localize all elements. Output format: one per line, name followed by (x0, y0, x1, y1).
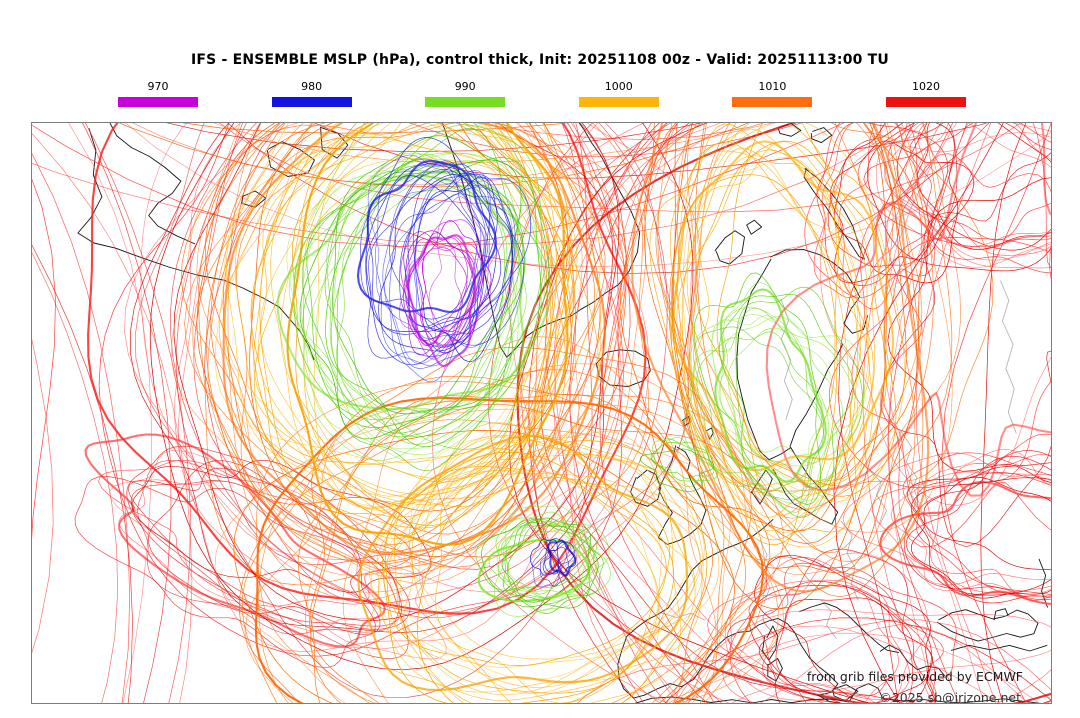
legend-swatch-980 (271, 97, 352, 107)
legend-item-1010: 1010 (732, 80, 813, 107)
map-frame (31, 122, 1052, 704)
legend-swatch-990 (425, 97, 506, 107)
legend-label: 1010 (758, 80, 787, 93)
legend-item-1020: 1020 (885, 80, 966, 107)
legend: 970 980 990 1000 1010 1020 (118, 80, 966, 107)
legend-swatch-1000 (578, 97, 659, 107)
legend-label: 970 (147, 80, 169, 93)
legend-label: 980 (301, 80, 323, 93)
legend-item-990: 990 (425, 80, 506, 107)
legend-label: 1020 (911, 80, 940, 93)
credit-line-2: ©2025 sb@irizone.net (879, 690, 1021, 705)
legend-label: 990 (454, 80, 476, 93)
legend-item-980: 980 (271, 80, 352, 107)
legend-swatch-970 (118, 97, 198, 107)
legend-item-970: 970 (118, 80, 198, 107)
legend-swatch-1010 (732, 97, 813, 107)
legend-label: 1000 (604, 80, 633, 93)
chart-title: IFS - ENSEMBLE MSLP (hPa), control thick… (190, 52, 890, 68)
credit-line-1: from grib files provided by ECMWF (807, 669, 1023, 684)
legend-item-1000: 1000 (578, 80, 659, 107)
legend-swatch-1020 (885, 97, 966, 107)
